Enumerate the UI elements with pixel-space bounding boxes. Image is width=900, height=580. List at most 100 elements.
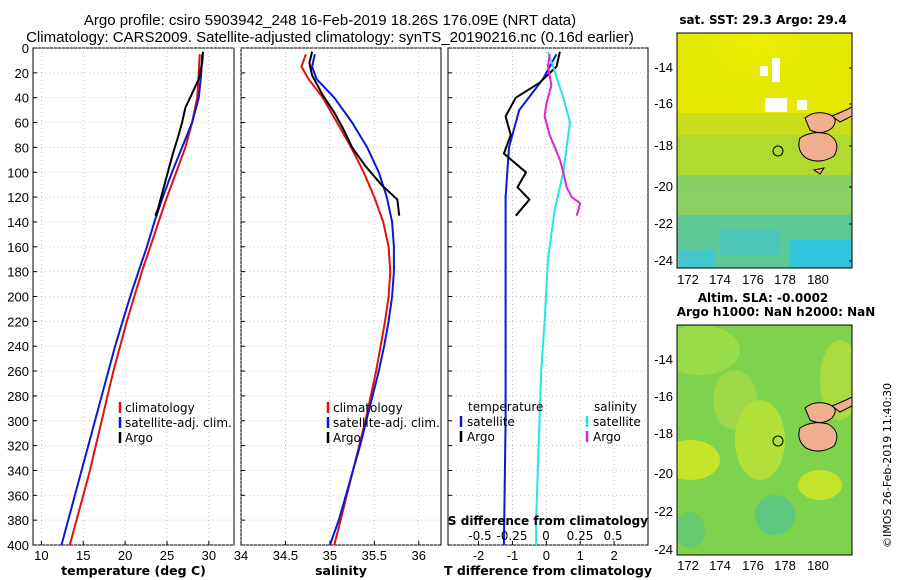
sla-map-subtitle: Argo h1000: NaN h2000: NaN (677, 305, 876, 319)
x-tick-label: 30 (202, 548, 216, 563)
y-tick-label: 100 (7, 165, 29, 180)
temperature-x-label: temperature (deg C) (61, 563, 206, 578)
lon-tick-label: 176 (742, 558, 764, 573)
legend-label: Argo (125, 431, 153, 445)
s-diff-axis-label: S difference from climatology (448, 514, 648, 528)
lat-tick-label: -24 (654, 253, 673, 268)
legend-label: climatology (125, 401, 195, 415)
lon-tick-label: 178 (774, 558, 796, 573)
x-tick-label: 34.5 (273, 548, 298, 563)
sla-map (676, 324, 853, 556)
legend-label: satellite (593, 415, 641, 429)
lon-tick-label: 178 (774, 272, 796, 287)
lat-tick-label: -22 (654, 504, 673, 519)
y-tick-label: 400 (7, 538, 29, 553)
map-ticks: -14 -16 -18 -20 -22 -24 -14 -16 -18 -20 -22 -24 172 1… (654, 60, 852, 573)
series-argo (154, 51, 204, 217)
y-tick-label: 340 (7, 463, 29, 478)
y-tick-label: 360 (7, 488, 29, 503)
lat-tick-label: -18 (654, 138, 673, 153)
x-tick-label: -2 (473, 548, 485, 563)
lon-tick-label: 172 (677, 272, 699, 287)
lon-tick-label: 174 (709, 272, 731, 287)
lat-tick-label: -16 (654, 389, 673, 404)
salinity-panel: 34 34.5 35 35.5 36 salinity climatologysatelli… (234, 47, 442, 578)
y-tick-label: 120 (7, 190, 29, 205)
lon-tick-label: 180 (807, 272, 829, 287)
y-tick-label: 0 (22, 41, 29, 56)
x-tick-label: 35.5 (362, 548, 387, 563)
s-tick-label: -0.25 (496, 529, 527, 543)
lat-tick-label: -16 (654, 96, 673, 111)
sst-map (676, 32, 853, 269)
series-satellite-adj-clim- (311, 53, 395, 545)
legend-label: climatology (333, 401, 403, 415)
lat-tick-label: -20 (654, 179, 673, 194)
y-tick-label: 80 (15, 140, 29, 155)
y-tick-label: 40 (15, 91, 29, 106)
lat-tick-label: -14 (654, 352, 673, 367)
s-tick-label: 0.25 (567, 529, 594, 543)
figure-title-line1: Argo profile: csiro 5903942_248 16-Feb-2… (83, 12, 577, 29)
figure-title-line2: Climatology: CARS2009. Satellite-adjuste… (26, 29, 634, 46)
y-tick-label: 160 (7, 240, 29, 255)
y-tick-label: 300 (7, 414, 29, 429)
legend-label: satellite (467, 415, 515, 429)
y-tick-label: 240 (7, 339, 29, 354)
y-tick-label: 280 (7, 389, 29, 404)
lat-tick-label: -18 (654, 426, 673, 441)
x-tick-label: 25 (160, 548, 174, 563)
y-tick-label: 260 (7, 364, 29, 379)
series-climatology (68, 54, 201, 545)
x-tick-label: 15 (76, 548, 90, 563)
legend-label: satellite-adj. clim. (125, 416, 232, 430)
series-s-satellite (535, 51, 571, 545)
y-tick-label: 380 (7, 513, 29, 528)
temperature-panel: 0 20 40 60 80 100 120 140 160 180 200 220 240 260 280 3… (7, 41, 235, 578)
lat-tick-label: -24 (654, 542, 673, 557)
differences-x-label: T difference from climatology (444, 563, 652, 578)
y-tick-label: 60 (15, 116, 29, 131)
y-tick-label: 140 (7, 215, 29, 230)
x-tick-label: 0 (543, 548, 550, 563)
x-tick-label: 36 (412, 548, 426, 563)
x-tick-label: 20 (118, 548, 132, 563)
y-tick-label: 320 (7, 439, 29, 454)
x-tick-label: 10 (34, 548, 48, 563)
x-tick-label: 35 (323, 548, 337, 563)
s-tick-label: 0.5 (603, 529, 622, 543)
legend-title-salinity: salinity (594, 400, 637, 414)
sla-map-title: Altim. SLA: -0.0002 (698, 291, 829, 305)
series-s-argo (543, 54, 582, 216)
series-argo (308, 51, 401, 216)
x-tick-label: 34 (234, 548, 248, 563)
y-tick-label: 200 (7, 290, 29, 305)
lat-tick-label: -20 (654, 466, 673, 481)
legend-label: Argo (467, 430, 495, 444)
s-tick-label: -0.5 (468, 529, 491, 543)
lon-tick-label: 172 (677, 558, 699, 573)
lon-tick-label: 174 (709, 558, 731, 573)
s-tick-label: 0 (542, 529, 550, 543)
legend-label: satellite-adj. clim. (333, 416, 440, 430)
lon-tick-label: 176 (742, 272, 764, 287)
difference-panel: -2 -1 0 1 2T difference from climatology temp… (444, 47, 652, 578)
series-t-argo (502, 51, 561, 217)
lon-tick-label: 180 (807, 558, 829, 573)
lat-tick-label: -14 (654, 60, 673, 75)
lat-tick-label: -22 (654, 216, 673, 231)
x-tick-label: 2 (610, 548, 617, 563)
y-tick-label: 220 (7, 314, 29, 329)
legend-label: Argo (333, 431, 361, 445)
legend-title-temperature: temperature (468, 400, 543, 414)
sst-map-title: sat. SST: 29.3 Argo: 29.4 (679, 13, 846, 27)
x-tick-label: 1 (577, 548, 584, 563)
series-satellite-adj-clim- (60, 54, 204, 545)
x-tick-label: -1 (507, 548, 519, 563)
timestamp-stamp: ©IMOS 26-Feb-2019 11:40:30 (881, 383, 894, 548)
y-tick-label: 180 (7, 265, 29, 280)
legend-label: Argo (593, 430, 621, 444)
salinity-x-label: salinity (315, 563, 367, 578)
y-tick-label: 20 (15, 66, 29, 81)
